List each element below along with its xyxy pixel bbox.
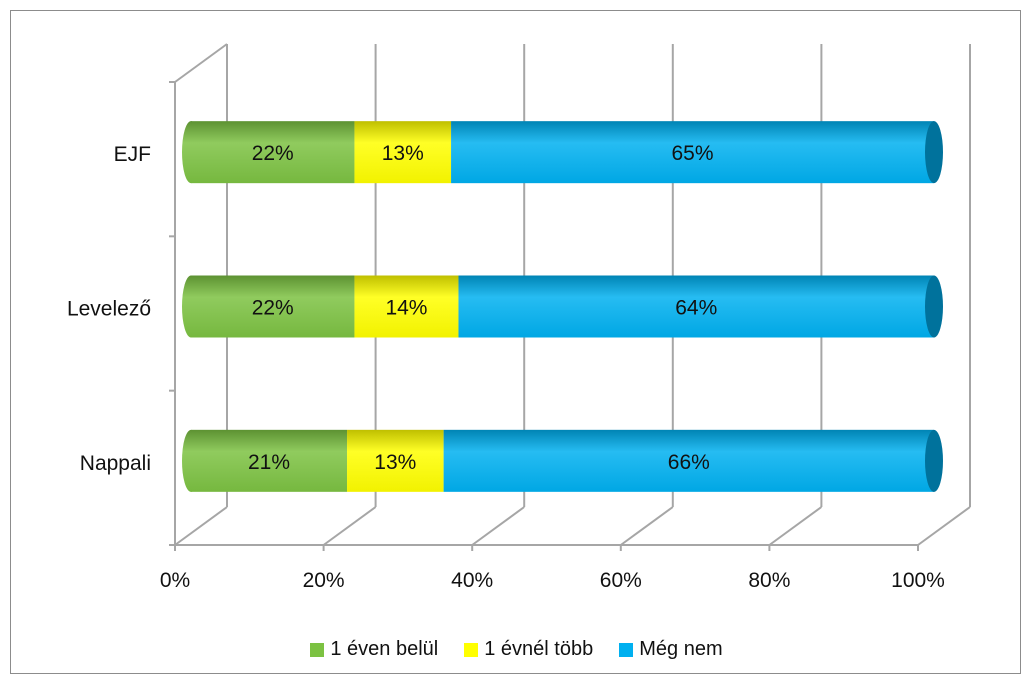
- category-label: EJF: [114, 143, 151, 166]
- bar-start-cap: [182, 429, 200, 492]
- data-label: 21%: [248, 451, 290, 474]
- legend-label: Még nem: [639, 638, 723, 660]
- data-label: 65%: [672, 142, 714, 165]
- bar-body: [458, 275, 934, 338]
- bar-segment: 65%: [451, 121, 943, 184]
- bar-start-cap: [182, 121, 200, 184]
- category-label: Nappali: [80, 452, 151, 475]
- bar-segment: 21%: [182, 429, 348, 492]
- legend-label: 1 évnél több: [484, 638, 594, 660]
- bar-segment: 22%: [182, 275, 355, 338]
- axis-labels: 0% 20% 40% 60% 80% 100% Nappali Levelező EJF: [67, 143, 945, 592]
- floor-gridline: [174, 506, 228, 546]
- data-label: 13%: [382, 142, 424, 165]
- bar-segment: 22%: [182, 121, 355, 184]
- bar-body: [354, 121, 452, 184]
- legend-item: 1 évnél több: [464, 638, 593, 661]
- floor-gridline: [620, 506, 674, 546]
- bar-body: [451, 121, 934, 184]
- legend: 1 éven belül 1 évnél több Még nem: [0, 638, 1033, 661]
- chart-walls: [169, 43, 918, 546]
- data-label: 14%: [385, 297, 427, 320]
- data-label: 22%: [252, 142, 294, 165]
- bar-segment: 64%: [458, 275, 943, 338]
- legend-item: Még nem: [619, 638, 723, 661]
- bar-segment: 66%: [443, 429, 943, 492]
- x-tick-label: 40%: [451, 569, 493, 592]
- data-label: 66%: [668, 451, 710, 474]
- floor-gridline: [323, 506, 377, 546]
- bar-body: [191, 275, 355, 338]
- legend-swatch: [619, 642, 634, 657]
- bar-body: [354, 275, 459, 338]
- x-tick-label: 0%: [160, 569, 190, 592]
- data-label: 22%: [252, 297, 294, 320]
- x-tick-label: 60%: [600, 569, 642, 592]
- floor-gridline: [917, 506, 971, 546]
- x-tick-label: 20%: [303, 569, 345, 592]
- bar-start-cap: [182, 275, 200, 338]
- legend-item: 1 éven belül: [310, 638, 438, 661]
- category-label: Levelező: [67, 298, 151, 321]
- bar-body: [191, 121, 355, 184]
- bar-segment: 13%: [354, 121, 452, 184]
- data-label: 13%: [374, 451, 416, 474]
- bar-body: [191, 429, 348, 492]
- legend-swatch: [310, 642, 325, 657]
- bar-end-cap: [925, 429, 943, 492]
- bar-body: [347, 429, 444, 492]
- bar-segment: 13%: [347, 429, 444, 492]
- bar-body: [443, 429, 934, 492]
- data-label: 64%: [675, 297, 717, 320]
- floor-gridline: [768, 506, 822, 546]
- floor-gridline: [471, 506, 525, 546]
- x-tick-label: 100%: [891, 569, 945, 592]
- legend-swatch: [464, 642, 479, 657]
- x-tick-label: 80%: [748, 569, 790, 592]
- bar-end-cap: [925, 121, 943, 184]
- bars: 21% 13% 66% 22% 14% 64% 22% 13% 65%: [182, 121, 943, 492]
- wall-top-edge: [174, 43, 228, 83]
- bar-end-cap: [925, 275, 943, 338]
- bar-segment: 14%: [354, 275, 459, 338]
- legend-label: 1 éven belül: [330, 638, 439, 660]
- chart-frame: [10, 10, 1021, 674]
